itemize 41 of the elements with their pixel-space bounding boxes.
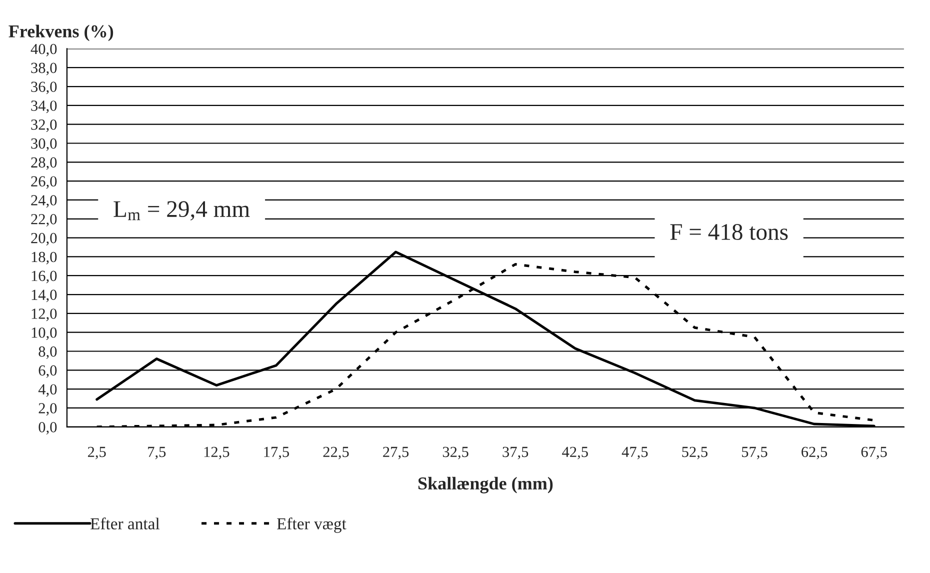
x-tick-label: 17,5 [264,446,289,460]
x-tick-label: 7,5 [148,446,166,460]
x-tick-label: 52,5 [682,446,708,460]
x-tick-label: 67,5 [861,446,887,460]
y-tick-label: 14,0 [32,290,57,302]
y-tick-label: 22,0 [31,214,57,227]
y-tick-label: 30,0 [31,138,57,151]
annotation: F = 418 tons [670,224,788,240]
y-tick-label: 34,0 [31,100,57,114]
y-tick-label: 24,0 [31,195,57,208]
y-tick-label: 40,0 [30,44,57,56]
x-tick-label: 42,5 [562,446,588,460]
x-axis-title: Skallængde (mm) [418,476,553,494]
x-tick-label: 27,5 [383,446,409,460]
legend-label: Efter antal [90,518,160,530]
y-tick-label: 20,0 [31,232,57,246]
x-tick-label: 22,5 [323,446,349,460]
y-tick-label: 36,0 [31,82,57,94]
y-tick-label: 26,0 [31,176,57,189]
y-tick-label: 8,0 [38,346,57,359]
x-tick-label: 47,5 [622,446,648,460]
y-tick-label: 12,0 [32,308,57,322]
y-tick-label: 28,0 [31,157,57,170]
y-tick-label: 38,0 [31,62,57,76]
y-tick-label: 10,0 [32,327,57,340]
y-tick-label: 6,0 [38,365,57,378]
y-tick-label: 32,0 [31,119,57,132]
y-tick-label: 4,0 [38,384,57,397]
x-tick-label: 62,5 [802,446,828,460]
legend-label: Efter vægt [277,518,346,533]
annotation: L$_{m}$ = 29,4 mm [114,201,250,220]
x-tick-label: 37,5 [502,446,528,460]
y-axis-title: Frekvens (%) [8,24,114,42]
x-tick-label: 57,5 [742,446,768,460]
y-tick-label: 18,0 [32,252,57,264]
y-tick-label: 0,0 [38,422,57,435]
x-tick-label: 32,5 [442,446,468,460]
y-tick-label: 2,0 [38,403,57,416]
x-tick-label: 2,5 [88,446,106,460]
x-tick-label: 12,5 [204,446,230,460]
y-tick-label: 16,0 [32,270,57,284]
